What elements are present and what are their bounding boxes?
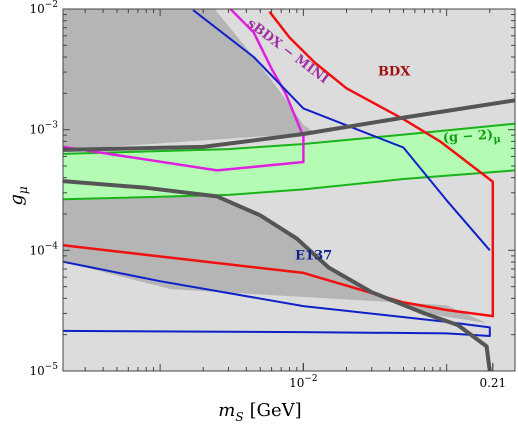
x-tick-label: 0.21 [479, 376, 506, 390]
band-g-2-lower-edge [63, 169, 515, 201]
y-tick-label: 10−2 [29, 0, 58, 16]
annotation-g-2: (g − 2)μ [442, 127, 501, 149]
x-axis-label-text: mS [GeV] [218, 400, 301, 424]
y-tick-label: 10−3 [29, 121, 58, 137]
y-tick-label: 10−4 [29, 241, 58, 257]
region-excluded-dark [63, 9, 315, 150]
band-g-2-fill [63, 123, 515, 200]
curve-e137-lower [63, 260, 491, 337]
y-axis-title: gμ [6, 186, 30, 206]
plot-area [63, 9, 515, 371]
y-axis-label-text: gμ [6, 186, 30, 206]
x-tick-label: 10−2 [289, 374, 318, 390]
curves-layer [63, 9, 515, 371]
curve-e137-upper [192, 9, 491, 251]
y-tick-label: 10−5 [29, 362, 58, 378]
curve-sbdx-mini [63, 9, 305, 172]
curve-thick-lower [63, 179, 492, 371]
annotation-bdx: BDX [378, 65, 411, 80]
ticks-layer: 10−5 10−4 10−3 10−2 10−2 0.21 [29, 0, 515, 390]
curve-thick-upper [63, 98, 515, 152]
region-e137-dark [63, 181, 487, 323]
x-axis-title: mS [GeV] [218, 400, 301, 424]
annotation-e137: E137 [295, 248, 332, 263]
